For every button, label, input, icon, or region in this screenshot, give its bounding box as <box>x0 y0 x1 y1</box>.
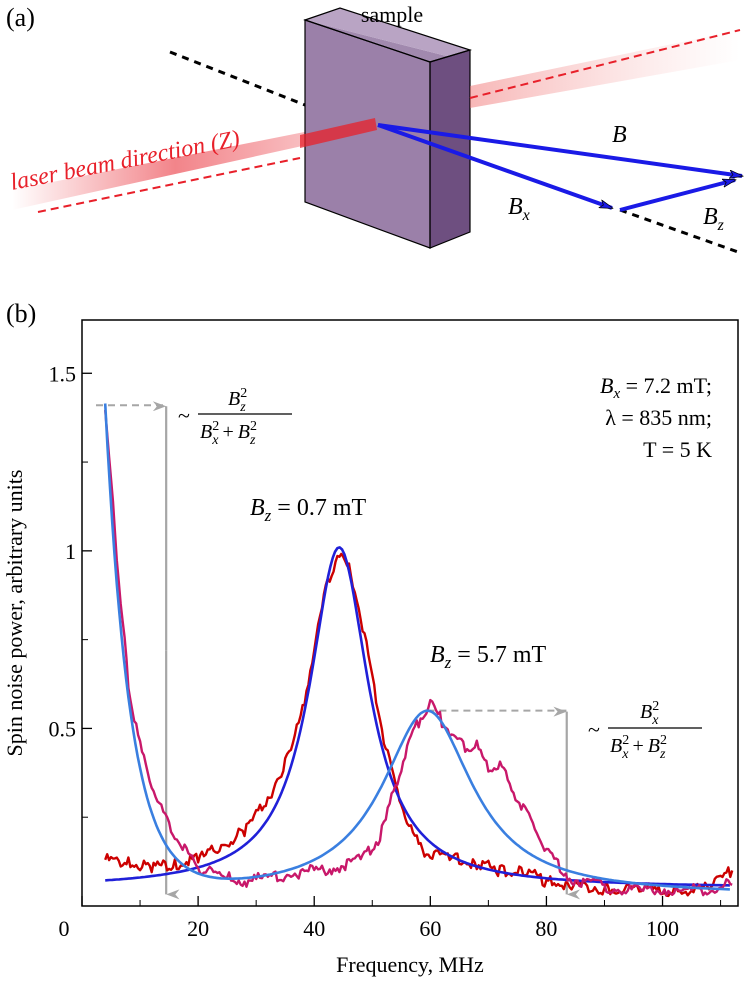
z-axis-front <box>37 157 301 213</box>
label-B: B <box>612 122 627 148</box>
panel-a: (a) sample laser beam direction (Z) B Bx… <box>6 2 742 254</box>
x-tick-label: 0 <box>59 916 70 941</box>
x-tick-label: 60 <box>419 916 441 941</box>
y-tick-label: 1.5 <box>49 361 77 386</box>
condition-bx: Bx = 7.2 mT; <box>600 373 712 402</box>
plot-frame <box>81 319 739 907</box>
svg-text:~: ~ <box>588 717 600 742</box>
peak1-label: Bz = 0.7 mT <box>250 495 367 525</box>
series-line-3 <box>104 409 733 897</box>
x-tick-label: 80 <box>535 916 557 941</box>
condition-lambda: λ = 835 nm; <box>605 405 712 430</box>
field-axis-back <box>169 50 306 107</box>
formula-right: ~ B2 x B2 x + B2 z <box>588 699 702 762</box>
peak2-label: Bz = 5.7 mT <box>430 642 547 672</box>
svg-text:~: ~ <box>178 403 190 428</box>
vector-B <box>377 123 742 176</box>
label-Bz: Bz <box>703 204 725 234</box>
panel-b-label: (b) <box>6 299 36 328</box>
y-tick-label: 0.5 <box>49 716 77 741</box>
laser-beam-exit <box>470 30 740 108</box>
laser-beam-core <box>300 118 377 148</box>
x-tick-label: 100 <box>646 916 679 941</box>
formula-left: ~ B2 z B2 x + B2 z <box>178 386 292 448</box>
svg-text:B2x+B2z: B2 x + B2 z <box>200 419 257 448</box>
x-tick-label: 20 <box>187 916 209 941</box>
z-axis-exit <box>469 29 741 99</box>
y-axis-label: Spin noise power, arbitrary units <box>2 470 27 757</box>
series-line-4 <box>103 403 730 891</box>
vector-Bx <box>377 123 612 210</box>
laser-beam-back <box>12 118 375 210</box>
svg-text:B2x+B2z: B2 x + B2 z <box>610 733 667 762</box>
condition-temperature: T = 5 K <box>643 437 712 462</box>
svg-text:B2z: B2 z <box>228 386 247 415</box>
x-axis-label: Frequency, MHz <box>336 952 484 977</box>
axis-ticks: 0 20 40 60 80 100 0.5 1 1.5 <box>49 361 722 941</box>
sample-face <box>305 20 430 248</box>
label-Bx: Bx <box>508 194 530 224</box>
svg-text:B2x: B2 x <box>640 699 659 728</box>
field-axis-front <box>619 208 739 254</box>
plot-series <box>103 403 734 898</box>
panel-b: (b) 0 20 40 60 80 100 0.5 1 1.5 Frequency, MHz S… <box>2 299 739 977</box>
vector-Bz <box>619 178 735 212</box>
panel-a-label: (a) <box>6 3 35 32</box>
y-tick-label: 1 <box>65 539 76 564</box>
sample-top <box>305 8 470 62</box>
sample-label: sample <box>361 2 423 27</box>
x-tick-label: 40 <box>303 916 325 941</box>
